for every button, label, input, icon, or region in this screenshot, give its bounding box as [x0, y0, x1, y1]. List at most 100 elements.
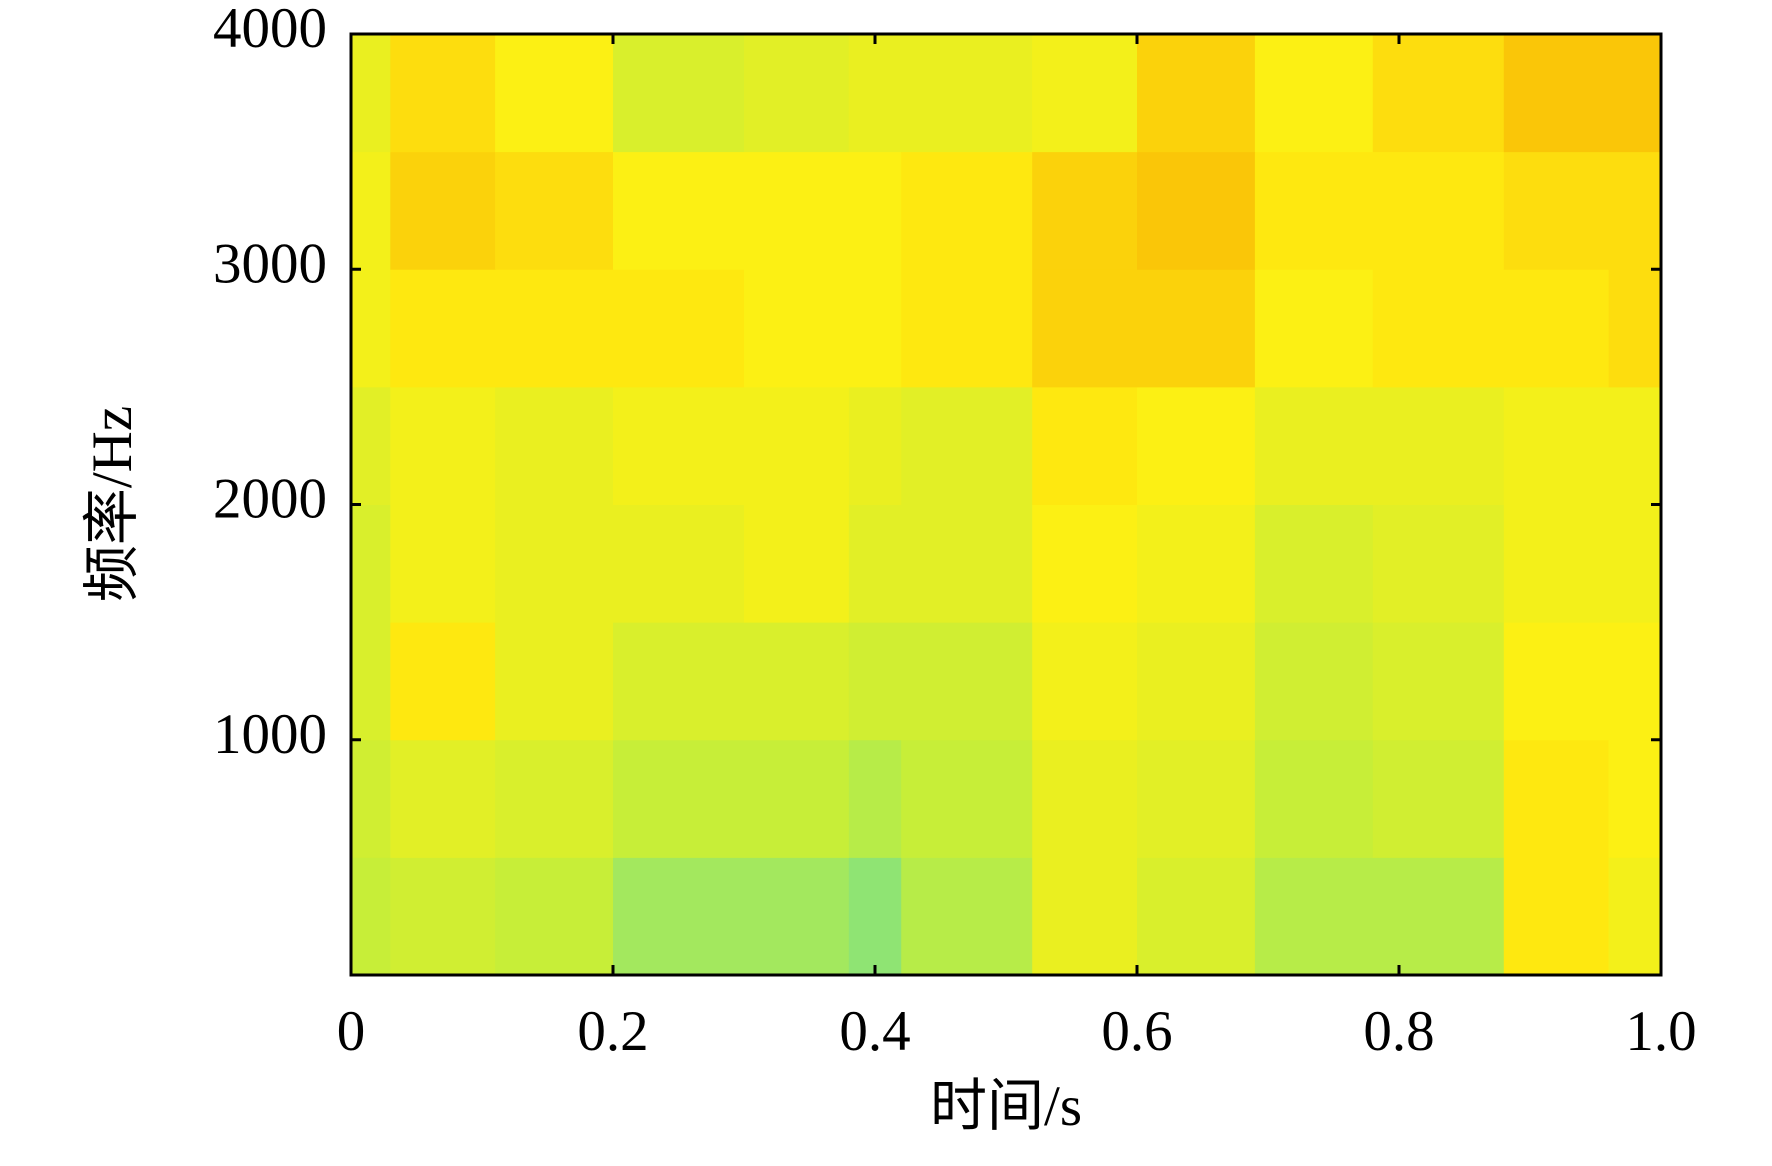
- heatmap-cell: [1032, 386, 1138, 505]
- heatmap-cell: [1137, 739, 1256, 858]
- heatmap-cell: [744, 151, 850, 270]
- heatmap-cell: [1503, 34, 1610, 153]
- y-tick-label: 4000: [213, 0, 327, 60]
- heatmap-cell: [613, 739, 745, 858]
- heatmap-cell: [1137, 34, 1256, 153]
- heatmap-cell: [848, 739, 902, 858]
- heatmap-cell: [901, 151, 1033, 270]
- heatmap-cell: [848, 386, 902, 505]
- heatmap-cell: [1608, 34, 1662, 153]
- heatmap-cell: [848, 34, 902, 153]
- heatmap-cell: [495, 857, 614, 976]
- heatmap-cell: [390, 504, 496, 623]
- heatmap-cell: [901, 269, 1033, 388]
- heatmap-cell: [1032, 34, 1138, 153]
- heatmap-cell: [1503, 622, 1610, 741]
- heatmap-cell: [1608, 269, 1662, 388]
- y-tick-label: 2000: [213, 468, 327, 531]
- heatmap-cell: [744, 269, 850, 388]
- heatmap-cell: [390, 269, 496, 388]
- heatmap-cell: [613, 151, 745, 270]
- heatmap-cell: [1032, 151, 1138, 270]
- heatmap-cell: [1372, 269, 1505, 388]
- heatmap-cell: [848, 151, 902, 270]
- heatmap-cell: [390, 151, 496, 270]
- heatmap-cell: [1032, 269, 1138, 388]
- heatmap-cell: [848, 857, 902, 976]
- heatmap-cell: [1608, 504, 1662, 623]
- heatmap-cell: [901, 622, 1033, 741]
- x-tick-label: 0.4: [839, 1000, 910, 1063]
- heatmap-cell: [1608, 857, 1662, 976]
- heatmap-cell: [495, 386, 614, 505]
- heatmap-cell: [351, 504, 391, 623]
- heatmap-cell: [613, 857, 745, 976]
- heatmap-cell: [1254, 622, 1374, 741]
- x-tick-label: 1.0: [1625, 1000, 1696, 1063]
- heatmap-cell: [901, 34, 1033, 153]
- heatmap-cell: [744, 504, 850, 623]
- heatmap-cell: [495, 739, 614, 858]
- heatmap-cell: [613, 34, 745, 153]
- heatmap-cell: [901, 739, 1033, 858]
- x-axis-label: 时间/s: [930, 1075, 1082, 1138]
- heatmap-cell: [351, 739, 391, 858]
- heatmap-cell: [744, 857, 850, 976]
- heatmap-cell: [1608, 151, 1662, 270]
- heatmap-cell: [1372, 151, 1505, 270]
- heatmap-cell: [351, 34, 391, 153]
- y-tick-label: 1000: [213, 703, 327, 766]
- heatmap-cell: [390, 739, 496, 858]
- heatmap-cell: [495, 34, 614, 153]
- heatmap-cell: [1032, 739, 1138, 858]
- heatmap-cell: [1503, 739, 1610, 858]
- heatmap-cell: [351, 386, 391, 505]
- heatmap-cell: [901, 386, 1033, 505]
- heatmap-cell: [1503, 504, 1610, 623]
- heatmap-cell: [1254, 386, 1374, 505]
- heatmap-cell: [1254, 504, 1374, 623]
- heatmap-cell: [1254, 739, 1374, 858]
- heatmap-cell: [1372, 386, 1505, 505]
- heatmap-cell: [1608, 386, 1662, 505]
- heatmap-cell: [1032, 504, 1138, 623]
- heatmap-cell: [390, 34, 496, 153]
- heatmap-cell: [1254, 151, 1374, 270]
- heatmap-cell: [390, 857, 496, 976]
- heatmap-cell: [1137, 857, 1256, 976]
- heatmap-cell: [744, 739, 850, 858]
- x-tick-label: 0: [337, 1000, 366, 1063]
- heatmap-cell: [1032, 857, 1138, 976]
- heatmap-cell: [1137, 622, 1256, 741]
- heatmap-cell: [613, 504, 745, 623]
- heatmap-cell: [1254, 34, 1374, 153]
- y-axis-label: 频率/Hz: [81, 406, 144, 602]
- x-tick-label: 0.8: [1363, 1000, 1434, 1063]
- heatmap-cell: [744, 386, 850, 505]
- heatmap-cell: [1137, 269, 1256, 388]
- heatmap-cell: [1503, 857, 1610, 976]
- heatmap-cell: [351, 622, 391, 741]
- heatmap-cell: [1137, 504, 1256, 623]
- heatmap-cell: [351, 857, 391, 976]
- heatmap-cell: [390, 622, 496, 741]
- heatmap-cell: [351, 151, 391, 270]
- heatmap-cell: [848, 504, 902, 623]
- heatmap-cell: [495, 269, 614, 388]
- heatmap-cell: [744, 34, 850, 153]
- heatmap-cell: [1372, 857, 1505, 976]
- heatmap-cell: [495, 622, 614, 741]
- heatmap-cell: [613, 269, 745, 388]
- heatmap-cell: [1608, 739, 1662, 858]
- heatmap-cell: [495, 151, 614, 270]
- heatmap-cell: [848, 269, 902, 388]
- heatmap-cell: [1372, 34, 1505, 153]
- heatmap-cell: [1372, 504, 1505, 623]
- heatmap-cell: [495, 504, 614, 623]
- heatmap-cell: [1608, 622, 1662, 741]
- heatmap-cell: [1372, 622, 1505, 741]
- heatmap-cell: [1137, 151, 1256, 270]
- heatmap-cell: [744, 622, 850, 741]
- heatmap-cell: [613, 386, 745, 505]
